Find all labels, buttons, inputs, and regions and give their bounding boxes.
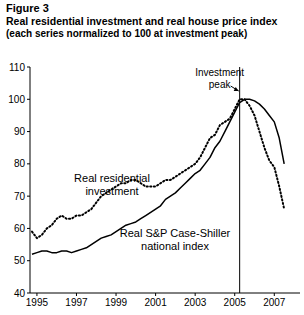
annotation-line: peak [209,79,232,90]
series-label-line: national index [141,240,209,252]
series-label: Real residentialinvestment [74,172,150,197]
x-tick-label: 2003 [184,297,207,308]
series-label-line: Real S&P Case-Shiller [120,227,231,239]
y-tick [27,196,30,197]
x-axis [30,293,300,294]
series-label-line: investment [85,185,138,197]
x-tick-label: 2007 [263,297,286,308]
x-tick-label: 2001 [144,297,167,308]
y-tick [27,228,30,229]
y-tick [27,260,30,261]
x-tick [234,293,235,296]
x-tick [76,293,77,296]
x-tick-label: 1999 [105,297,128,308]
y-tick [27,99,30,100]
x-tick-label: 1995 [26,297,49,308]
plot-area [32,67,284,293]
y-tick [27,131,30,132]
annotation-arrow [231,86,239,91]
y-tick-label: 100 [8,94,25,105]
y-tick-label: 80 [14,158,26,169]
subtitle: (each series normalized to 100 at invest… [6,28,247,39]
y-axis [30,67,31,293]
series-label: Real S&P Case-Shillernational index [120,227,231,252]
x-tick-label: 2005 [224,297,247,308]
y-tick-label: 50 [14,255,26,266]
y-tick [27,293,30,294]
y-tick-label: 60 [14,223,26,234]
x-tick [155,293,156,296]
title: Figure 3 [6,2,49,14]
x-tick [195,293,196,296]
y-tick-label: 110 [9,62,25,73]
x-tick [36,293,37,296]
x-tick [116,293,117,296]
series-line [32,99,284,238]
y-tick-label: 40 [14,288,26,299]
annotation: Investmentpeak [195,67,244,90]
series-label-line: Real residential [74,172,150,184]
y-tick [27,67,30,68]
subtitle: Real residential investment and real hou… [6,15,278,27]
y-tick [27,163,30,164]
x-tick-label: 1997 [65,297,88,308]
series-line [32,99,284,254]
annotation-arrowhead [234,87,239,91]
y-tick-label: 70 [14,191,26,202]
annotation-line: Investment [195,67,244,78]
x-tick [274,293,275,296]
chart: Figure 3Real residential investment and … [0,0,304,315]
y-tick-label: 90 [14,126,26,137]
